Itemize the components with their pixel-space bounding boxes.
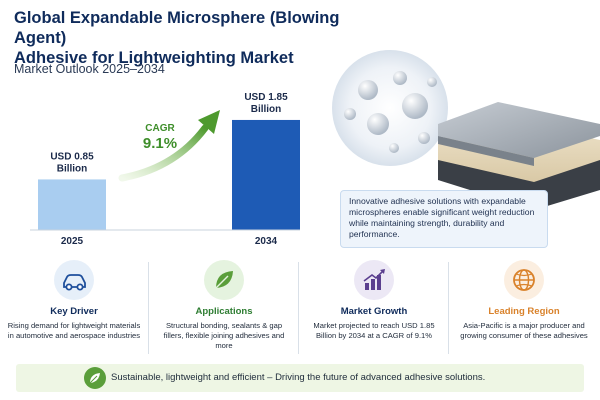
category-label: 2034 xyxy=(255,236,278,247)
page-title: Global Expandable Microsphere (Blowing A… xyxy=(14,8,354,68)
microsphere xyxy=(418,132,430,144)
page-subtitle: Market Outlook 2025–2034 xyxy=(14,62,165,76)
top-plate xyxy=(438,102,600,158)
globe-icon-circle xyxy=(504,260,544,300)
growth-arrow-head xyxy=(198,110,220,134)
leaf-icon-circle xyxy=(204,260,244,300)
microsphere xyxy=(393,71,407,85)
growth-chart-icon-circle xyxy=(354,260,394,300)
feature-title: Leading Region xyxy=(488,306,560,317)
feature-description: Market projected to reach USD 1.85 Billi… xyxy=(313,321,435,340)
feature-divider xyxy=(448,262,449,354)
leaf-icon xyxy=(215,271,233,289)
footer-banner: Sustainable, lightweight and efficient –… xyxy=(16,364,584,392)
feature-title: Applications xyxy=(195,306,253,317)
microsphere xyxy=(427,77,437,87)
feature-key-driver: Key Driver Rising demand for lightweight… xyxy=(0,256,148,364)
bar-2025 xyxy=(38,179,106,230)
feature-description: Structural bonding, sealants & gap fille… xyxy=(163,321,285,350)
feature-leading-region: Leading Region Asia-Pacific is a major p… xyxy=(450,256,598,364)
feature-description: Rising demand for lightweight materials … xyxy=(7,321,141,340)
leaf-icon xyxy=(89,373,100,384)
bar-value-label: USD 0.85 xyxy=(50,151,94,162)
top-plate-edge xyxy=(438,136,534,166)
bar-value-label: Billion xyxy=(251,104,282,115)
microsphere xyxy=(367,113,389,135)
microsphere xyxy=(389,143,399,153)
feature-applications: Applications Structural bonding, sealant… xyxy=(150,256,298,364)
cagr-label: CAGR xyxy=(145,123,175,134)
category-label: 2025 xyxy=(61,236,84,247)
feature-row: Key Driver Rising demand for lightweight… xyxy=(0,256,600,364)
feature-divider xyxy=(298,262,299,354)
cagr-value: 9.1% xyxy=(143,135,177,152)
info-callout: Innovative adhesive solutions with expan… xyxy=(340,190,548,248)
feature-description: Asia-Pacific is a major producer and gro… xyxy=(460,321,588,340)
bar-value-label: USD 1.85 xyxy=(244,92,288,103)
footer-text: Sustainable, lightweight and efficient –… xyxy=(111,372,486,383)
feature-title: Key Driver xyxy=(50,306,98,317)
microsphere-layers-visual xyxy=(332,50,600,210)
feature-title: Market Growth xyxy=(340,306,408,317)
car-icon-circle xyxy=(54,260,94,300)
title-line-2: Adhesive for Lightweighting Market xyxy=(14,49,294,67)
car-icon xyxy=(63,274,86,291)
bar-value-label: Billion xyxy=(57,163,88,174)
microsphere xyxy=(402,93,428,119)
microsphere xyxy=(358,80,378,100)
feature-divider xyxy=(148,262,149,354)
growth-arrow xyxy=(118,124,209,182)
bar-2034 xyxy=(232,119,300,230)
footer-leaf-icon-circle xyxy=(84,367,106,389)
microsphere xyxy=(344,108,356,120)
feature-market-growth: Market Growth Market projected to reach … xyxy=(300,256,448,364)
growth-chart-icon xyxy=(363,269,385,290)
globe-icon xyxy=(513,269,535,291)
title-line-1: Global Expandable Microsphere (Blowing A… xyxy=(14,9,340,47)
